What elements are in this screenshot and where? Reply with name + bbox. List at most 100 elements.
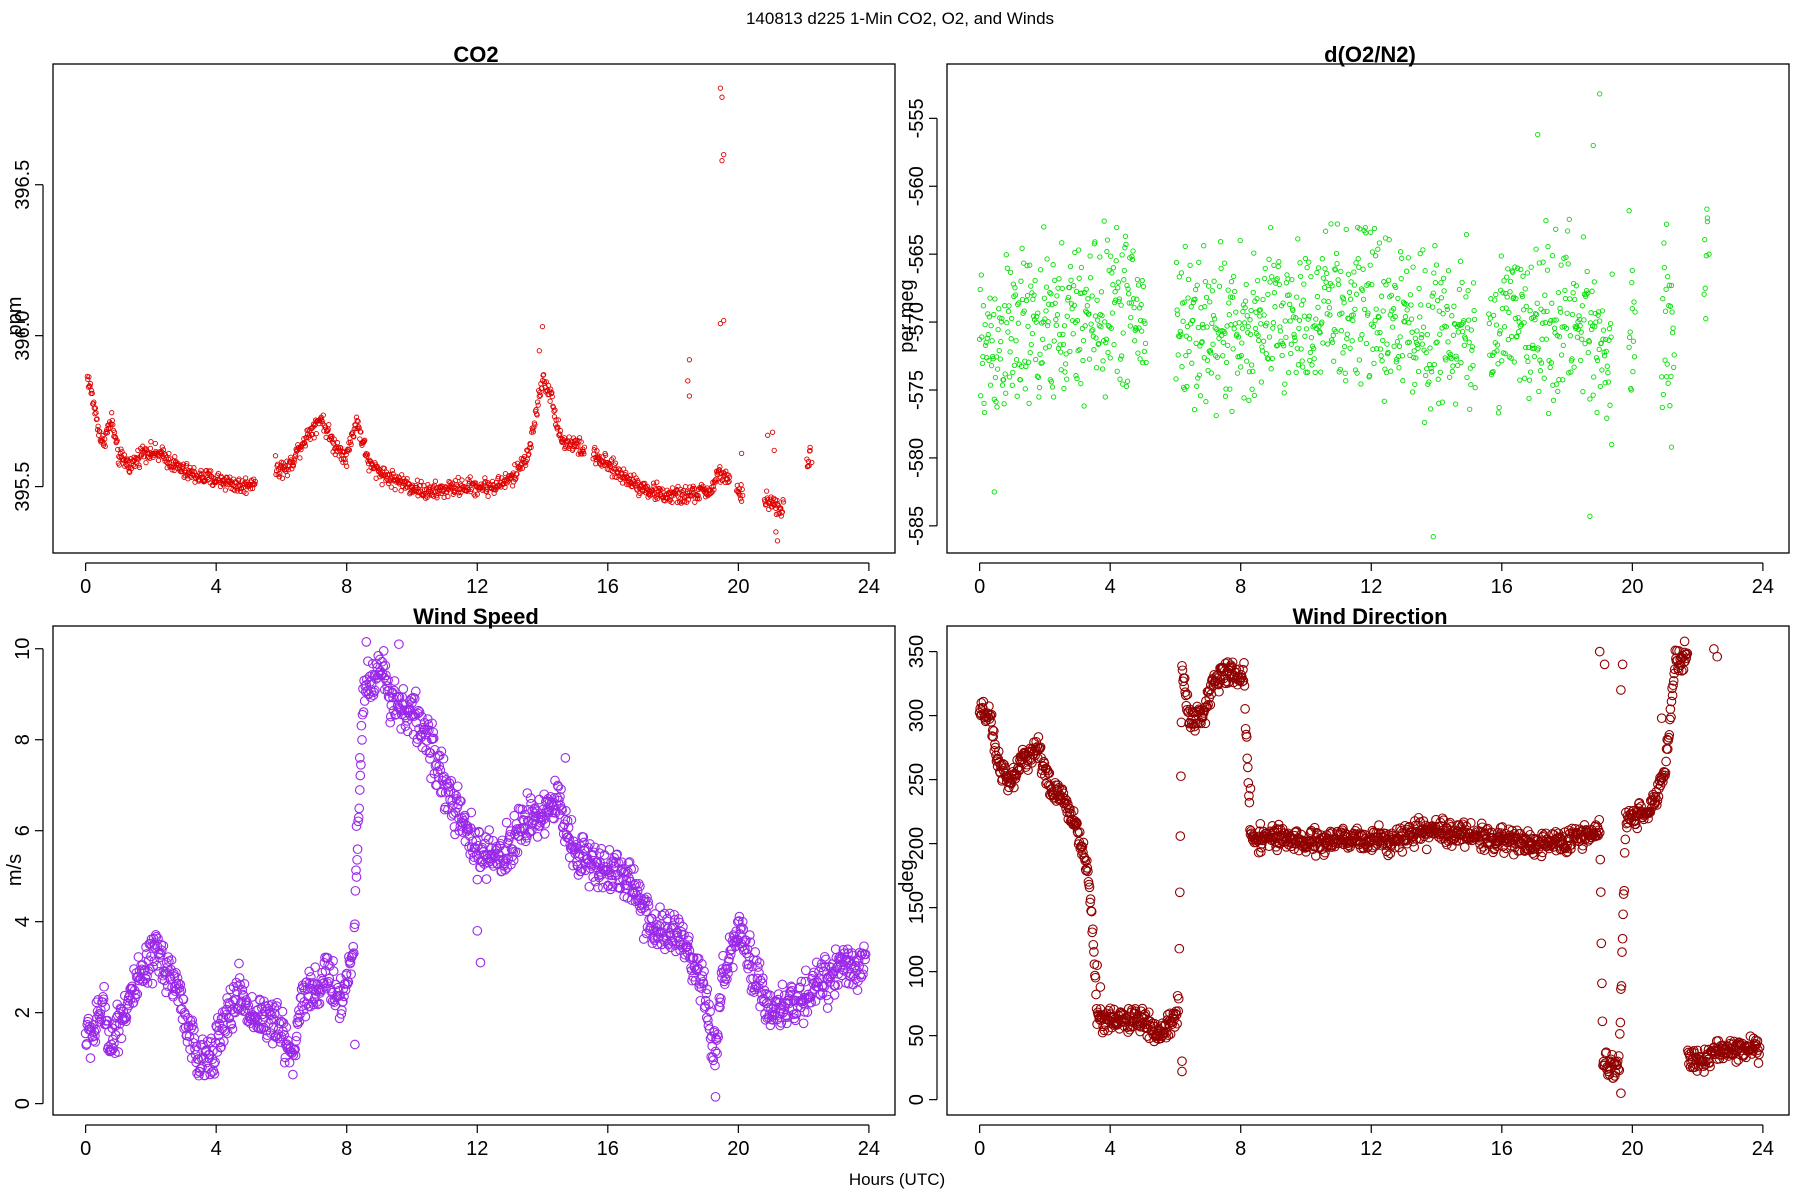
wind-speed-y-tick-label: 10: [12, 638, 34, 660]
o2n2-data-point: [1288, 350, 1294, 357]
wind-direction-x-tick-label: 0: [974, 1138, 985, 1160]
o2n2-data-point: [1173, 259, 1180, 266]
o2n2-data-point: [1002, 371, 1008, 377]
o2n2-data-point: [1080, 357, 1086, 364]
o2n2-data-point: [1266, 256, 1272, 262]
o2n2-data-point: [1183, 352, 1189, 359]
o2n2-data-point: [1046, 343, 1052, 349]
co2-data-point: [738, 482, 744, 488]
co2-data-point: [336, 447, 343, 453]
o2n2-data-point: [1302, 333, 1308, 339]
o2n2-data-point: [1298, 346, 1304, 352]
co2-data-point: [455, 474, 461, 481]
co2-data-point: [555, 424, 561, 430]
o2n2-data-point: [1124, 282, 1130, 289]
o2n2-data-point: [1184, 323, 1191, 330]
co2-data-point: [331, 436, 337, 442]
o2n2-data-point: [1130, 248, 1136, 254]
co2-data-point: [184, 460, 190, 467]
o2n2-data-point: [1109, 270, 1115, 276]
o2n2-data-point: [1123, 383, 1130, 390]
o2n2-data-point: [1076, 275, 1082, 281]
co2-data-point: [326, 421, 332, 428]
co2-data-point: [594, 448, 600, 454]
o2n2-data-point: [1118, 353, 1125, 359]
o2n2-data-point: [1208, 370, 1214, 376]
o2n2-data-point: [987, 382, 994, 388]
o2n2-data-point: [996, 306, 1002, 312]
o2n2-data-point: [1102, 394, 1108, 400]
co2-data-point: [358, 429, 364, 435]
co2-data-point: [656, 486, 663, 492]
o2n2-data-point: [1109, 310, 1116, 316]
o2n2-data-point: [1033, 356, 1039, 363]
co2-data-point: [96, 428, 102, 434]
co2-data-point: [87, 381, 94, 387]
o2n2-data-point: [1014, 393, 1020, 399]
co2-data-point: [528, 444, 534, 451]
o2n2-data-point: [1086, 311, 1092, 317]
o2n2-data-point: [1095, 317, 1101, 323]
co2-data-point: [432, 478, 439, 484]
o2n2-data-point: [1008, 336, 1014, 342]
wind-direction-y-tick-label: 50: [906, 1025, 928, 1047]
o2n2-data-point: [990, 353, 996, 360]
o2n2-data-point: [1018, 278, 1024, 284]
co2-data-point: [719, 157, 725, 164]
co2-panel-title: CO2: [453, 42, 498, 67]
co2-data-point: [222, 480, 228, 486]
o2n2-data-point: [1000, 377, 1007, 383]
o2n2-data-point: [1107, 355, 1113, 361]
o2n2-data-point: [1202, 278, 1209, 285]
o2n2-data-point: [1242, 298, 1249, 304]
o2n2-data-point: [1233, 309, 1239, 315]
o2n2-data-point: [1114, 368, 1120, 374]
o2n2-data-point: [1210, 312, 1217, 319]
co2-data-point: [351, 434, 357, 440]
o2n2-y-tick-label: -555: [906, 98, 928, 138]
o2n2-data-point: [1196, 372, 1203, 378]
o2n2-data-point: [1024, 292, 1031, 299]
o2n2-data-point: [1052, 300, 1058, 306]
o2n2-data-point: [985, 332, 991, 338]
o2n2-data-point: [1183, 333, 1189, 339]
co2-data-point: [649, 491, 656, 498]
o2n2-data-point: [1060, 331, 1066, 338]
o2n2-data-point: [1300, 297, 1306, 303]
co2-data-point: [298, 446, 304, 453]
o2n2-data-point: [1192, 296, 1198, 302]
o2n2-data-point: [1276, 281, 1282, 288]
co2-data-point: [92, 405, 99, 411]
o2n2-data-point: [1005, 308, 1012, 314]
o2n2-data-point: [1027, 349, 1033, 356]
o2n2-data-point: [1056, 276, 1062, 282]
co2-data-point: [313, 430, 319, 437]
o2n2-data-point: [994, 404, 1000, 410]
co2-data-point: [717, 85, 724, 91]
o2n2-data-point: [1141, 348, 1148, 355]
co2-data-point: [115, 446, 121, 453]
o2n2-data-point: [1061, 323, 1068, 329]
co2-data-point: [285, 467, 292, 473]
co2-data-point: [532, 422, 538, 428]
co2-data-point: [809, 459, 815, 466]
co2-data-point: [97, 428, 103, 435]
o2n2-data-point: [1243, 281, 1249, 288]
co2-y-tick-label: 396.0: [12, 311, 34, 361]
o2n2-x-tick-label: 20: [1621, 576, 1643, 598]
o2n2-data-point: [1246, 369, 1253, 375]
o2n2-data-point: [1105, 349, 1111, 356]
o2n2-data-point: [1023, 363, 1029, 370]
o2n2-data-point: [1199, 321, 1206, 328]
o2n2-data-point: [1129, 256, 1136, 263]
co2-data-point: [725, 479, 731, 486]
o2n2-data-point: [1120, 330, 1126, 336]
o2n2-data-point: [999, 315, 1005, 322]
co2-data-point: [185, 476, 191, 482]
co2-data-point: [616, 466, 622, 472]
o2n2-data-point: [1205, 283, 1212, 289]
o2n2-data-point: [1269, 274, 1275, 280]
o2n2-data-point: [1300, 364, 1306, 370]
o2n2-data-point: [1083, 308, 1089, 314]
